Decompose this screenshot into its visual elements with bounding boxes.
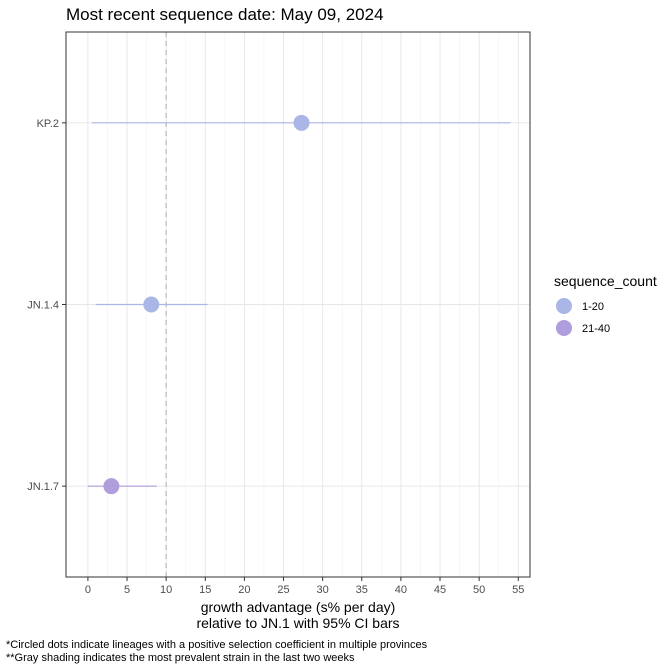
- x-tick-label: 0: [85, 584, 91, 596]
- y-tick-label: KP.2: [37, 118, 59, 130]
- legend-key: [556, 298, 572, 314]
- y-tick-label: JN.1.4: [27, 300, 59, 312]
- plot-panel: [65, 31, 531, 578]
- x-tick-label: 45: [434, 584, 446, 596]
- legend-title: sequence_count: [554, 273, 657, 289]
- x-tick-label: 25: [277, 584, 289, 596]
- point-jn-1-7: [103, 478, 120, 495]
- legend-label: 1-20: [582, 301, 604, 313]
- y-axis: KP.2 JN.1.4 JN.1.7: [27, 118, 66, 493]
- chart: Most recent sequence date: May 09, 2024 …: [27, 5, 657, 631]
- x-tick-label: 55: [512, 584, 524, 596]
- x-tick-label: 30: [317, 584, 329, 596]
- x-axis: 0 5 10 15 20 25 30 35 40 45 50 55: [85, 577, 524, 596]
- x-tick-label: 10: [160, 584, 172, 596]
- x-tick-label: 5: [124, 584, 130, 596]
- x-axis-title-line-2: relative to JN.1 with 95% CI bars: [196, 615, 399, 631]
- y-tick-label: JN.1.7: [27, 481, 59, 493]
- x-tick-label: 15: [199, 584, 211, 596]
- x-tick-label: 35: [356, 584, 368, 596]
- x-tick-label: 20: [238, 584, 250, 596]
- legend-key: [556, 320, 572, 336]
- chart-title: Most recent sequence date: May 09, 2024: [66, 5, 384, 24]
- legend-label: 21-40: [582, 323, 610, 335]
- legend: sequence_count 1-20 21-40: [554, 273, 657, 336]
- footnote-gray-shading: **Gray shading indicates the most preval…: [6, 652, 355, 664]
- x-tick-label: 40: [395, 584, 407, 596]
- x-tick-label: 50: [473, 584, 485, 596]
- footnote-circled-dots: *Circled dots indicate lineages with a p…: [6, 639, 428, 651]
- point-jn-1-4: [143, 296, 160, 313]
- x-axis-title-line-1: growth advantage (s% per day): [201, 599, 396, 615]
- point-kp-2: [293, 114, 310, 131]
